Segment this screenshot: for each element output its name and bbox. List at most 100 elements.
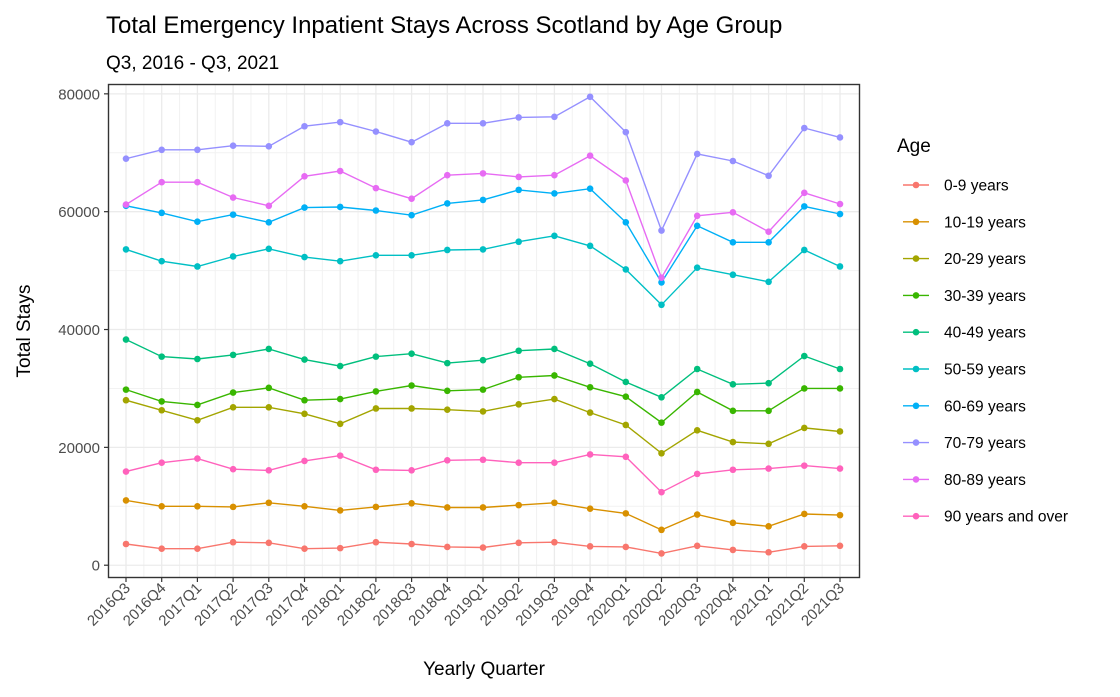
data-point	[229, 503, 237, 511]
data-point	[836, 542, 844, 550]
data-point	[158, 353, 165, 360]
data-point	[836, 263, 844, 270]
data-point	[622, 510, 630, 517]
data-point	[622, 378, 630, 386]
data-point	[336, 507, 344, 514]
data-point	[586, 242, 594, 250]
data-point	[122, 336, 130, 343]
data-point	[479, 386, 487, 393]
data-point	[586, 409, 594, 416]
data-point	[444, 200, 451, 207]
data-point	[551, 459, 558, 466]
legend-key-point	[912, 402, 920, 410]
data-point	[336, 257, 344, 265]
legend-key-point	[912, 439, 920, 446]
data-point	[729, 208, 737, 216]
data-point	[551, 171, 558, 179]
data-point	[479, 119, 487, 127]
legend-key-point	[912, 292, 920, 299]
data-point	[408, 467, 415, 474]
data-point	[693, 542, 701, 550]
data-point	[586, 93, 594, 101]
data-point	[479, 544, 487, 551]
legend-key-point	[912, 512, 920, 520]
data-point	[372, 405, 380, 412]
data-point	[301, 457, 308, 465]
data-point	[336, 395, 344, 403]
data-point	[515, 501, 522, 509]
data-point	[301, 173, 308, 180]
data-point	[158, 545, 165, 553]
data-point	[551, 345, 558, 353]
data-point	[265, 218, 273, 226]
data-point	[408, 405, 415, 412]
data-point	[586, 383, 594, 391]
data-point	[551, 372, 558, 379]
data-point	[729, 407, 737, 415]
data-point	[729, 271, 737, 279]
data-point	[265, 245, 273, 253]
data-point	[444, 504, 451, 511]
data-point	[765, 278, 772, 286]
data-point	[836, 428, 844, 435]
data-point	[444, 387, 451, 395]
data-point	[586, 185, 594, 193]
data-point	[194, 455, 201, 462]
data-point	[301, 356, 308, 363]
data-point	[801, 203, 808, 210]
data-point	[372, 207, 380, 214]
data-point	[444, 543, 451, 551]
data-point	[408, 500, 415, 507]
data-point	[122, 246, 130, 253]
legend-label: 70-79 years	[944, 435, 1026, 452]
data-point	[158, 178, 165, 186]
data-point	[265, 404, 273, 411]
data-point	[479, 356, 487, 364]
data-point	[693, 511, 701, 518]
x-axis-label: Yearly Quarter	[423, 659, 545, 680]
data-point	[122, 468, 130, 475]
y-tick-label: 20000	[58, 440, 100, 457]
data-point	[586, 360, 594, 368]
data-point	[515, 373, 522, 381]
data-point	[801, 510, 808, 518]
data-point	[336, 167, 344, 175]
data-point	[586, 152, 594, 160]
data-point	[658, 227, 665, 234]
data-point	[551, 190, 558, 197]
legend-label: 0-9 years	[944, 178, 1009, 195]
data-point	[622, 543, 630, 551]
data-point	[515, 539, 522, 547]
data-point	[444, 406, 451, 413]
data-point	[801, 246, 808, 254]
legend-label: 50-59 years	[944, 362, 1026, 379]
data-point	[158, 257, 165, 265]
data-point	[622, 218, 630, 226]
data-point	[765, 465, 772, 472]
data-point	[836, 134, 844, 141]
chart-subtitle: Q3, 2016 - Q3, 2021	[106, 53, 279, 74]
data-point	[622, 421, 630, 429]
data-point	[408, 350, 415, 357]
data-point	[372, 388, 380, 395]
data-point	[801, 352, 808, 360]
data-point	[836, 200, 844, 208]
data-point	[301, 204, 308, 211]
data-point	[479, 170, 487, 177]
data-point	[194, 355, 201, 363]
data-point	[729, 466, 737, 474]
data-point	[301, 396, 308, 404]
data-point	[765, 228, 772, 236]
data-point	[408, 211, 415, 219]
data-point	[515, 401, 522, 408]
data-point	[765, 407, 772, 415]
data-point	[122, 386, 130, 393]
data-point	[658, 526, 665, 534]
data-point	[229, 253, 237, 260]
data-point	[551, 395, 558, 403]
data-point	[194, 401, 201, 409]
data-point	[301, 545, 308, 553]
data-point	[836, 511, 844, 519]
data-point	[229, 389, 237, 396]
